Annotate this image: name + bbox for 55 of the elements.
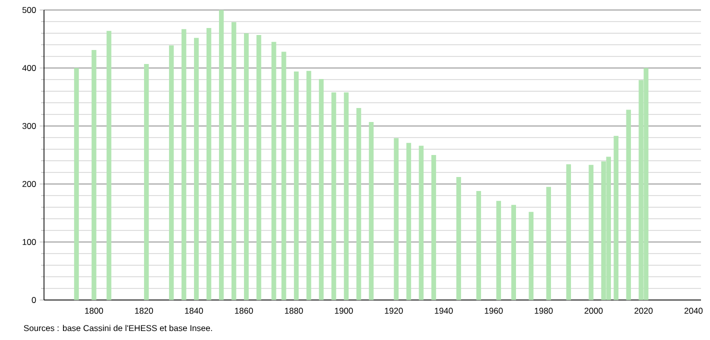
bar (271, 42, 276, 300)
x-tick-label: 1880 (285, 308, 303, 314)
source-note: Sources : base Cassini de l'EHESS et base Insee. (24, 324, 212, 332)
x-tick-label: 1900 (334, 308, 353, 314)
bar (256, 34, 262, 300)
y-tick-label: 0 (32, 297, 36, 303)
x-tick-label: 1860 (235, 308, 253, 314)
bar (318, 79, 324, 300)
x-tick-label: 1920 (384, 308, 403, 314)
bar (244, 33, 249, 300)
y-tick-label: 200 (22, 181, 36, 187)
bar (418, 146, 424, 300)
x-tick-label: 1820 (135, 308, 154, 314)
x-tick-label: 2000 (584, 308, 603, 314)
bar (588, 164, 594, 300)
bar (281, 52, 286, 300)
bar (74, 68, 79, 300)
bar (169, 45, 174, 300)
bar (106, 30, 112, 300)
bar (368, 122, 374, 300)
bar (406, 142, 412, 300)
y-tick-label: 500 (22, 7, 36, 13)
x-tick-label: 1800 (85, 308, 104, 314)
y-tick-label: 100 (22, 239, 36, 245)
bar (344, 92, 349, 300)
bar (456, 177, 462, 300)
y-tick-label: 400 (22, 65, 36, 71)
bar (614, 136, 618, 300)
x-tick-label: 2040 (684, 308, 703, 314)
bar (92, 50, 96, 300)
bar (476, 190, 482, 300)
bar (356, 108, 362, 300)
bar (218, 10, 224, 300)
bar (194, 38, 199, 300)
bar (511, 204, 516, 300)
x-tick-label: 1980 (534, 308, 553, 314)
bar (394, 138, 399, 300)
bar (331, 92, 336, 300)
bar (182, 29, 186, 300)
bar (626, 110, 631, 300)
y-tick-label: 300 (22, 123, 36, 129)
bar (566, 164, 571, 300)
bar (294, 71, 299, 300)
bar (206, 28, 212, 300)
x-tick-label: 1840 (185, 308, 203, 314)
bar (528, 212, 534, 300)
x-tick-label: 1940 (434, 308, 453, 314)
bar (496, 200, 502, 300)
bar (546, 186, 551, 300)
bar (431, 155, 436, 300)
bar (306, 70, 312, 300)
x-tick-label: 1960 (484, 308, 503, 314)
bar (144, 64, 149, 300)
bar (231, 22, 236, 300)
x-tick-label: 2020 (634, 308, 653, 314)
